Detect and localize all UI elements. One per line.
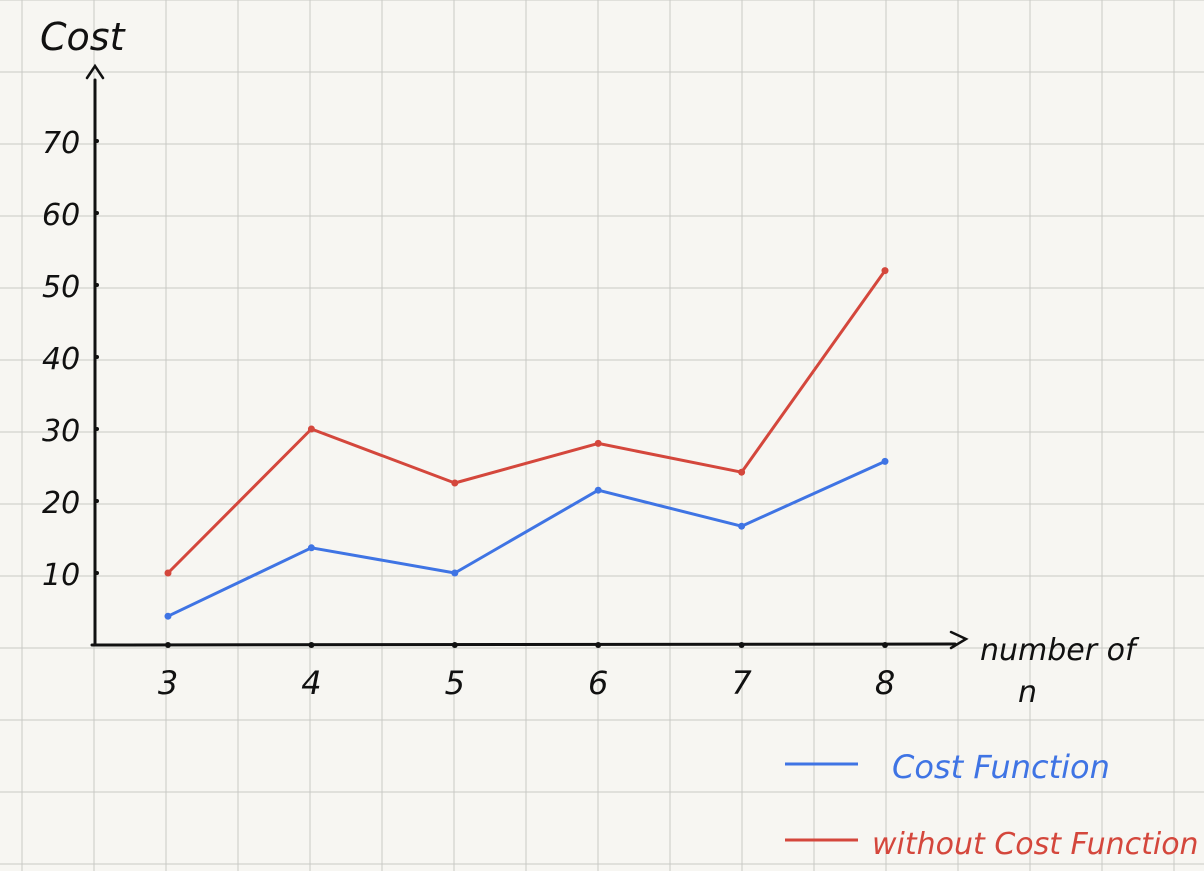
series-line-cost-function bbox=[166, 459, 887, 618]
data-point bbox=[451, 479, 459, 487]
data-point bbox=[451, 569, 459, 577]
axes bbox=[85, 63, 969, 650]
legend-label: Cost Function bbox=[892, 748, 1110, 786]
x-axis bbox=[90, 642, 957, 647]
series-lines bbox=[164, 267, 889, 620]
x-tick-mark bbox=[882, 642, 888, 648]
data-point bbox=[738, 522, 746, 530]
y-tick-mark bbox=[95, 355, 99, 359]
legend: Cost Function without Cost Function bbox=[785, 748, 1199, 862]
x-tick-label: 3 bbox=[158, 664, 178, 702]
x-tick-label: 5 bbox=[445, 664, 465, 702]
x-tick-label: 8 bbox=[875, 664, 895, 702]
y-tick-mark bbox=[95, 283, 99, 287]
y-tick-mark bbox=[95, 499, 99, 503]
y-axis-title: Cost bbox=[40, 15, 127, 59]
y-tick-mark bbox=[95, 427, 99, 431]
y-tick-mark bbox=[95, 571, 99, 575]
y-tick-mark bbox=[95, 139, 99, 143]
x-tick-label: 4 bbox=[301, 664, 321, 702]
x-axis-title-line2: n bbox=[1018, 675, 1037, 710]
data-point bbox=[307, 544, 315, 552]
y-axis-arrow-icon bbox=[85, 63, 105, 80]
legend-label: without Cost Function bbox=[872, 827, 1199, 862]
data-point bbox=[307, 425, 315, 433]
y-tick-label: 30 bbox=[42, 414, 80, 449]
data-point bbox=[594, 486, 602, 494]
x-axis-arrow-icon bbox=[949, 630, 969, 650]
x-tick-label: 6 bbox=[588, 664, 608, 702]
data-point bbox=[881, 267, 889, 275]
series-line-without-cost-function bbox=[166, 269, 887, 575]
x-tick-label: 7 bbox=[731, 664, 752, 702]
y-tick-labels: 10 20 30 40 50 60 70 bbox=[42, 126, 99, 593]
x-tick-mark bbox=[738, 642, 745, 648]
x-tick-mark bbox=[165, 642, 171, 648]
y-tick-label: 70 bbox=[42, 126, 80, 161]
x-axis-title-line1: number of bbox=[980, 633, 1140, 668]
y-tick-label: 60 bbox=[42, 198, 80, 233]
y-tick-label: 20 bbox=[42, 486, 80, 521]
y-tick-label: 40 bbox=[42, 342, 80, 377]
x-tick-labels: 3 4 5 6 7 8 bbox=[158, 642, 895, 702]
x-tick-mark bbox=[451, 642, 458, 648]
x-tick-mark bbox=[308, 642, 315, 648]
y-tick-mark bbox=[95, 211, 99, 215]
data-point bbox=[881, 457, 889, 465]
data-point bbox=[164, 612, 172, 620]
y-tick-label: 10 bbox=[42, 558, 80, 593]
data-point bbox=[164, 569, 172, 577]
x-tick-mark bbox=[595, 642, 602, 648]
data-point bbox=[738, 468, 746, 476]
data-point bbox=[594, 439, 602, 447]
y-tick-label: 50 bbox=[42, 270, 80, 305]
